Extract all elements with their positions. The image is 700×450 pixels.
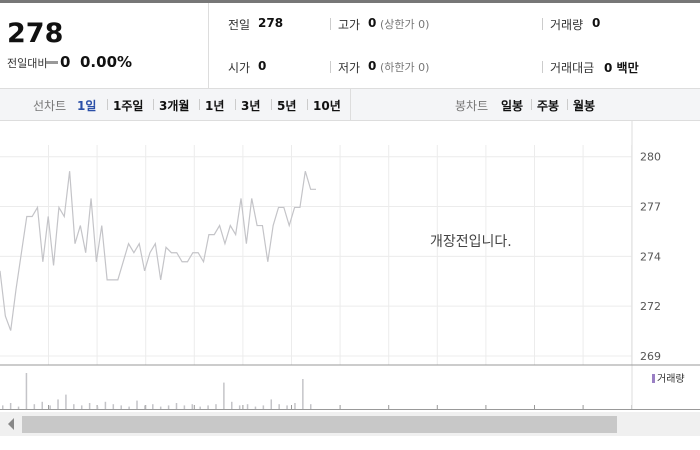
volume-bar	[96, 406, 99, 409]
volume-bar	[159, 406, 162, 409]
volume-bar	[88, 403, 91, 409]
volume-bar	[302, 379, 304, 409]
field-label: 거래량	[550, 18, 584, 32]
field-note: (하한가 0)	[380, 61, 430, 74]
field-label: 고가	[338, 18, 361, 32]
field-value: 0	[368, 59, 377, 73]
tab-sep	[235, 99, 236, 110]
field-value: 0	[592, 16, 601, 30]
volume-bar	[246, 404, 249, 409]
field-value: 0	[368, 16, 377, 30]
volume-bar	[33, 404, 36, 409]
tab-sep	[107, 99, 108, 110]
price-line	[0, 171, 316, 331]
volume-bar	[73, 404, 75, 409]
volume-bar	[286, 405, 288, 409]
tab-sep	[307, 99, 308, 110]
change-label: 전일대비	[7, 57, 48, 70]
y-tick-label: 269	[640, 350, 661, 363]
change: 0	[60, 53, 71, 71]
tab[interactable]: 월봉	[573, 99, 596, 113]
volume-bar	[25, 373, 28, 409]
change-rate: 0.00%	[80, 53, 133, 71]
scroll-thumb[interactable]	[22, 416, 617, 433]
volume-bar	[57, 399, 59, 409]
volume-bar	[231, 401, 233, 409]
chart: 280 277 274 272 269 개장전입니다. 거래량	[0, 120, 700, 410]
divider	[330, 18, 331, 30]
tab[interactable]: 10년	[313, 99, 341, 113]
divider	[208, 3, 209, 88]
annotation: 개장전입니다.	[430, 234, 512, 250]
volume-bar	[112, 404, 115, 409]
volume-bar	[278, 404, 280, 409]
tab[interactable]: 일봉	[501, 99, 524, 113]
volume-bar	[262, 405, 265, 409]
tab-sep	[531, 99, 532, 110]
volume-bar	[294, 403, 296, 409]
tab[interactable]: 1년	[205, 99, 225, 113]
top-border	[0, 0, 700, 3]
volume-bar	[136, 400, 138, 409]
volume-bar	[41, 401, 43, 409]
y-tick-label: 272	[640, 300, 661, 313]
legend-swatch	[652, 374, 655, 383]
volume-bar	[167, 405, 170, 409]
volume-bar	[310, 404, 312, 409]
volume-bar	[207, 405, 209, 409]
tab[interactable]: 5년	[277, 99, 297, 113]
price: 278	[7, 18, 64, 49]
tab[interactable]: 3개월	[159, 99, 190, 113]
field-label: 시가	[228, 61, 251, 75]
volume-bar	[2, 405, 4, 409]
volume-bar	[9, 403, 12, 409]
field-value: 278	[258, 16, 284, 30]
tab-sep	[199, 99, 200, 110]
volume-bar	[152, 404, 154, 409]
volume-bar	[215, 404, 217, 409]
field-note: (상한가 0)	[380, 18, 430, 31]
tab[interactable]: 주봉	[537, 99, 560, 113]
field-label: 저가	[338, 61, 361, 75]
volume-bar	[175, 403, 178, 409]
field-value: 0 백만	[604, 61, 639, 75]
volume-bar	[128, 406, 130, 409]
tab-sep	[567, 99, 568, 110]
y-tick-label: 280	[640, 151, 661, 164]
volume-bar	[199, 406, 201, 409]
volume-bar	[254, 406, 257, 409]
volume-bar	[191, 404, 194, 409]
tab[interactable]: 1주일	[113, 99, 144, 113]
volume-bar	[183, 405, 186, 409]
field-value: 0	[258, 59, 267, 73]
tab-sep	[153, 99, 154, 110]
volume-bar	[223, 382, 225, 409]
tab[interactable]: 1일	[77, 99, 97, 113]
y-tick-label: 274	[640, 250, 661, 263]
scroll-left[interactable]	[8, 418, 14, 430]
volume-bar	[49, 405, 51, 409]
divider	[330, 61, 331, 73]
divider	[542, 61, 543, 73]
volume-bar	[120, 405, 122, 409]
tab-group-label: 봉차트	[455, 99, 489, 113]
flat-icon	[46, 61, 58, 64]
divider	[350, 89, 351, 120]
volume-bar	[270, 399, 273, 409]
volume-bar	[144, 405, 146, 409]
volume-bar	[104, 401, 107, 409]
field-label: 거래대금	[550, 61, 595, 75]
volume-bar	[17, 406, 20, 409]
volume-bar	[238, 405, 241, 409]
volume-bar	[65, 394, 67, 409]
tab-group-label: 선차트	[33, 99, 67, 113]
tab[interactable]: 3년	[241, 99, 261, 113]
legend-label: 거래량	[657, 373, 685, 385]
volume-bar	[80, 405, 83, 409]
tab-sep	[271, 99, 272, 110]
field-label: 전일	[228, 18, 251, 32]
divider	[542, 18, 543, 30]
y-tick-label: 277	[640, 201, 661, 214]
